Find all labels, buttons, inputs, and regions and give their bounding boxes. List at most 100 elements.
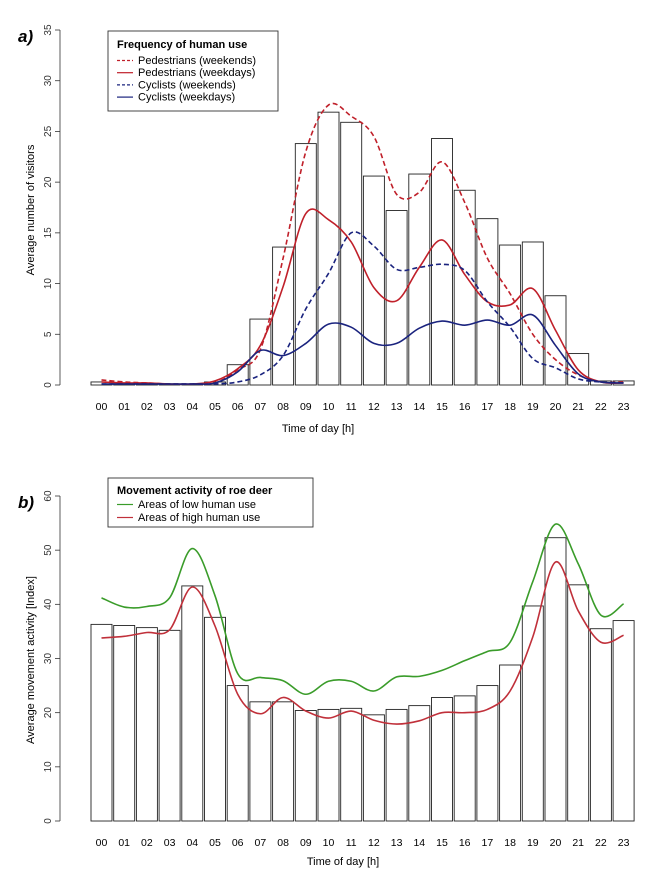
panel-a-x-tick-label-07: 07 — [255, 401, 267, 413]
panel-a-series-cyclists-weekdays — [101, 313, 624, 385]
panel-b-bar-02 — [135, 627, 158, 822]
panel-a-x-tick-label-05: 05 — [209, 401, 221, 413]
panel-b-bar-09 — [294, 710, 317, 822]
panel-a-bar-15 — [431, 138, 453, 386]
panel-b-x-tick-label-17: 17 — [482, 837, 494, 849]
panel-b-y-tick-label-40: 40 — [43, 598, 54, 610]
panel-b-bar-05 — [204, 616, 226, 822]
panel-b-y-label: Average movement activity [Index] — [25, 576, 37, 744]
panel-a-legend-label-cyclists-weekends: Cyclists (weekends) — [138, 79, 236, 91]
panel-a-x-tick-label-18: 18 — [504, 401, 516, 413]
panel-b-lines — [101, 523, 625, 725]
panel-b-legend-title: Movement activity of roe deer — [117, 485, 273, 497]
panel-a-x-tick-label-03: 03 — [164, 401, 176, 413]
panel-b-y-tick-label-20: 20 — [43, 707, 54, 719]
panel-a-legend: Frequency of human use Pedestrians (weeke… — [107, 30, 279, 112]
panel-b-x-tick-label-11: 11 — [346, 837, 357, 849]
panel-a-x-tick-label-19: 19 — [527, 401, 539, 413]
panel-a-y-tick-label-20: 20 — [43, 176, 54, 188]
panel-b-bar-06 — [226, 685, 249, 822]
panel-a-lines — [101, 102, 624, 386]
panel-b-bar-19 — [521, 605, 544, 822]
panel-b-bar-01 — [113, 625, 136, 822]
panel-b-legend-label-areas-of-high-human-use: Areas of high human use — [138, 512, 260, 524]
panel-a-y-tick-label-10: 10 — [43, 278, 54, 290]
panel-a-x-tick-label-21: 21 — [572, 401, 584, 413]
panel-a-x-tick-label-20: 20 — [550, 401, 562, 413]
panel-b-y-axis: 0 10 20 30 40 50 60 — [43, 490, 61, 824]
panel-a-y-label: Average number of visitors — [25, 144, 37, 275]
panel-b-y-tick-label-0: 0 — [43, 818, 54, 824]
panel-b-bar-15 — [431, 697, 453, 822]
panel-a-y-tick-label-30: 30 — [43, 75, 54, 87]
panel-a-y-tick-label-35: 35 — [43, 24, 54, 36]
panel-a-x-tick-label-08: 08 — [277, 401, 289, 413]
panel-b-x-tick-label-10: 10 — [323, 837, 335, 849]
panel-a-legend-box — [107, 30, 279, 112]
panel-a-bar-18 — [499, 244, 522, 386]
panel-b-bar-12 — [362, 714, 385, 822]
panel-a-letter: a) — [18, 27, 33, 46]
panel-a-bars — [90, 111, 635, 386]
panel-a-x-tick-label-17: 17 — [482, 401, 494, 413]
panel-b-x-tick-label-14: 14 — [413, 837, 425, 849]
panel-b-series-areas-of-high-human-use — [101, 561, 624, 725]
panel-a-x-tick-label-12: 12 — [368, 401, 380, 413]
panel-a-x-tick-label-14: 14 — [413, 401, 425, 413]
panel-a-y-tick-label-0: 0 — [43, 382, 54, 388]
panel-b-y-tick-label-30: 30 — [43, 653, 54, 665]
panel-a-x-tick-label-06: 06 — [232, 401, 244, 413]
panel-b-bar-08 — [272, 701, 295, 822]
panel-b-x-tick-label-19: 19 — [527, 837, 539, 849]
panel-b-x-tick-label-01: 01 — [118, 837, 130, 849]
panel-a-y-tick-label-25: 25 — [43, 125, 54, 137]
panel-a-bar-09 — [294, 143, 317, 386]
panel-b-x-label: Time of day [h] — [307, 856, 379, 868]
panel-b-x-tick-label-03: 03 — [164, 837, 176, 849]
panel-a-bar-13 — [385, 210, 408, 386]
panel-b-x-tick-label-21: 21 — [572, 837, 584, 849]
panel-a-x-label: Time of day [h] — [282, 423, 354, 435]
panel-b-bar-16 — [453, 695, 476, 822]
panel-b-x-tick-label-18: 18 — [504, 837, 516, 849]
panel-a-y-tick-label-5: 5 — [43, 331, 54, 337]
panel-a-bar-16 — [453, 189, 476, 386]
panel-a-legend-label-cyclists-weekdays: Cyclists (weekdays) — [138, 92, 235, 104]
panel-b-bars — [90, 537, 635, 822]
panel-b-x-tick-label-13: 13 — [391, 837, 403, 849]
panel-b-bar-17 — [476, 685, 499, 822]
panel-a-x-tick-label-13: 13 — [391, 401, 403, 413]
panel-a-x-tick-label-16: 16 — [459, 401, 471, 413]
panel-b-bar-20 — [544, 537, 567, 822]
panel-b-legend: Movement activity of roe deer Areas of lo… — [107, 477, 314, 528]
panel-b-bar-18 — [499, 664, 522, 822]
panel-b-legend-box — [107, 477, 314, 528]
panel-a-bar-11 — [340, 121, 363, 386]
panel-b-y-tick-label-60: 60 — [43, 490, 54, 502]
panel-a-x-tick-label-22: 22 — [595, 401, 607, 413]
panel-b-x-tick-label-15: 15 — [436, 837, 448, 849]
panel-a-x-tick-label-00: 00 — [96, 401, 108, 413]
panel-b-letter: b) — [18, 493, 34, 512]
panel-a-x-tick-label-15: 15 — [436, 401, 448, 413]
panel-a-x-axis: 00 01 02 03 04 05 06 07 08 09 10 11 12 13 14 15 16 17 18 19… — [96, 401, 630, 413]
panel-b-chart: b) 0 10 20 30 40 50 60 00 01 02 03 04 05 06 07 08 09 10 1… — [18, 477, 635, 868]
panel-a-x-tick-label-09: 09 — [300, 401, 312, 413]
panel-b-x-tick-label-12: 12 — [368, 837, 380, 849]
panel-b-x-tick-label-08: 08 — [277, 837, 289, 849]
panel-b-bar-23 — [612, 620, 635, 822]
panel-b-x-tick-label-22: 22 — [595, 837, 607, 849]
panel-b-bar-07 — [249, 701, 272, 822]
panel-b-x-tick-label-16: 16 — [459, 837, 471, 849]
panel-b-bar-04 — [181, 585, 204, 822]
panel-b-x-axis: 00 01 02 03 04 05 06 07 08 09 10 11 12 13 14 15 16 17 18 19… — [96, 837, 630, 849]
panel-a-x-tick-label-10: 10 — [323, 401, 335, 413]
panel-a-x-tick-label-23: 23 — [618, 401, 630, 413]
panel-b-x-tick-label-05: 05 — [209, 837, 221, 849]
panel-b-bar-22 — [589, 628, 612, 822]
panel-b-bar-00 — [90, 623, 113, 822]
panel-a-x-tick-label-04: 04 — [186, 401, 198, 413]
panel-a-bar-20 — [544, 295, 567, 386]
